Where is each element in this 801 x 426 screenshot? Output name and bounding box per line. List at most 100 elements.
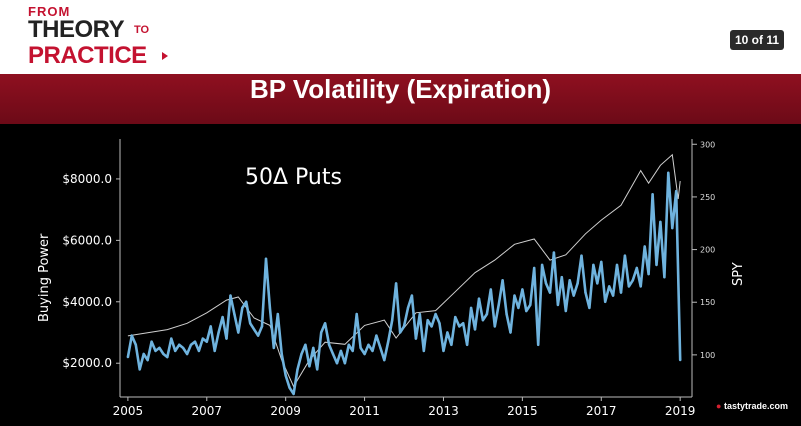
bp-data-point <box>462 322 465 325</box>
bp-data-point <box>572 294 575 297</box>
bp-data-point <box>162 352 165 356</box>
bp-data-point <box>564 309 567 313</box>
bp-data-point <box>320 331 323 334</box>
y-tick-label: $4000.0 <box>62 295 112 309</box>
bp-data-point <box>588 306 591 310</box>
bp-data-point <box>485 312 489 316</box>
bp-data-point <box>568 279 571 282</box>
bp-data-point <box>596 282 599 285</box>
bp-data-point <box>655 263 658 267</box>
bp-data-point <box>327 343 331 346</box>
bp-data-point <box>446 331 449 334</box>
bp-data-point <box>505 312 508 316</box>
bp-data-point <box>643 245 646 248</box>
bp-data-point <box>537 343 540 346</box>
y2-tick-label: 250 <box>700 193 715 202</box>
bp-data-point <box>529 303 532 307</box>
bp-data-point <box>619 291 623 294</box>
bp-data-point <box>454 315 457 319</box>
bp-data-point <box>391 319 394 322</box>
bp-data-point <box>410 294 414 297</box>
bp-data-point <box>355 312 358 316</box>
bp-data-point <box>316 368 319 371</box>
bp-data-point <box>130 334 133 337</box>
bp-data-point <box>387 340 390 343</box>
bp-data-point <box>509 331 512 334</box>
bp-data-point <box>576 282 579 285</box>
x-tick-label: 2019 <box>665 404 696 418</box>
bp-data-point <box>675 190 678 193</box>
brand-suffix: .com <box>766 401 788 411</box>
bp-data-point <box>517 306 520 310</box>
bp-data-point <box>584 291 587 294</box>
bp-data-point <box>465 343 469 346</box>
bp-data-point <box>647 272 650 276</box>
bp-data-point <box>556 303 560 307</box>
x-tick-label: 2009 <box>270 404 301 418</box>
bp-data-point <box>174 349 177 353</box>
bp-data-point <box>548 291 552 294</box>
bp-data-point <box>501 279 504 282</box>
bp-data-point <box>367 343 370 346</box>
bp-data-point <box>580 254 583 257</box>
bp-data-point <box>245 300 248 303</box>
bp-data-point <box>229 294 232 297</box>
bp-data-point <box>351 349 354 353</box>
bp-data-point <box>477 297 481 300</box>
x-tick-label: 2013 <box>428 404 459 418</box>
bp-data-point <box>497 303 500 307</box>
bp-data-point <box>296 368 299 371</box>
logo-theory-text: THEORY <box>28 16 125 43</box>
y2-tick-label: 200 <box>700 246 715 255</box>
bp-data-point <box>158 346 161 350</box>
bp-data-point <box>623 254 627 257</box>
bp-data-point <box>272 346 275 350</box>
bp-data-point <box>493 325 496 328</box>
bp-data-point <box>525 309 528 313</box>
bp-data-point <box>304 343 307 346</box>
bp-data-point <box>438 322 441 325</box>
bp-data-point <box>300 352 303 356</box>
bp-data-point <box>663 276 666 279</box>
logo-to-text: TO <box>134 24 150 36</box>
y-tick-label: $6000.0 <box>62 233 112 247</box>
bp-data-point <box>659 220 662 224</box>
y2-tick-label: 150 <box>700 298 715 307</box>
y-axis-label: Buying Power <box>37 233 52 322</box>
bp-data-point <box>233 312 236 316</box>
bp-data-point <box>592 263 595 267</box>
bp-data-point <box>639 285 642 288</box>
bp-data-point <box>627 285 631 288</box>
bp-data-point <box>671 226 674 230</box>
bp-data-point <box>489 288 492 291</box>
brand-name: tastytrade <box>723 401 767 411</box>
bp-data-point <box>533 266 536 270</box>
bp-data-point <box>335 362 339 365</box>
bp-data-point <box>292 392 295 396</box>
bp-data-point <box>193 340 197 343</box>
bp-data-point <box>426 319 429 322</box>
bp-data-point <box>430 325 433 328</box>
bp-data-point <box>458 325 461 328</box>
bp-data-point <box>422 349 425 353</box>
slide-header: FROM THEORY TO PRACTICE 10 of 11 <box>0 0 801 72</box>
bp-data-point <box>651 193 654 196</box>
bp-data-point <box>667 171 670 174</box>
bp-data-point <box>600 260 603 264</box>
bp-data-point <box>631 279 634 282</box>
bp-data-point <box>363 352 366 356</box>
y-tick-label: $2000.0 <box>62 356 112 370</box>
bp-data-point <box>560 276 563 279</box>
bp-data-point <box>414 337 418 340</box>
chart-annotation: 50Δ Puts <box>245 165 342 190</box>
logo-practice-text: PRACTICE <box>28 42 147 69</box>
bp-data-point <box>237 331 240 334</box>
bp-data-point <box>276 312 279 316</box>
logo: FROM THEORY TO PRACTICE <box>28 4 208 69</box>
title-bar: BP Volatility (Expiration) <box>0 72 801 124</box>
bp-data-point <box>146 358 149 362</box>
bp-data-point <box>343 362 347 365</box>
bp-data-point <box>252 328 256 331</box>
x-tick-label: 2007 <box>192 404 223 418</box>
